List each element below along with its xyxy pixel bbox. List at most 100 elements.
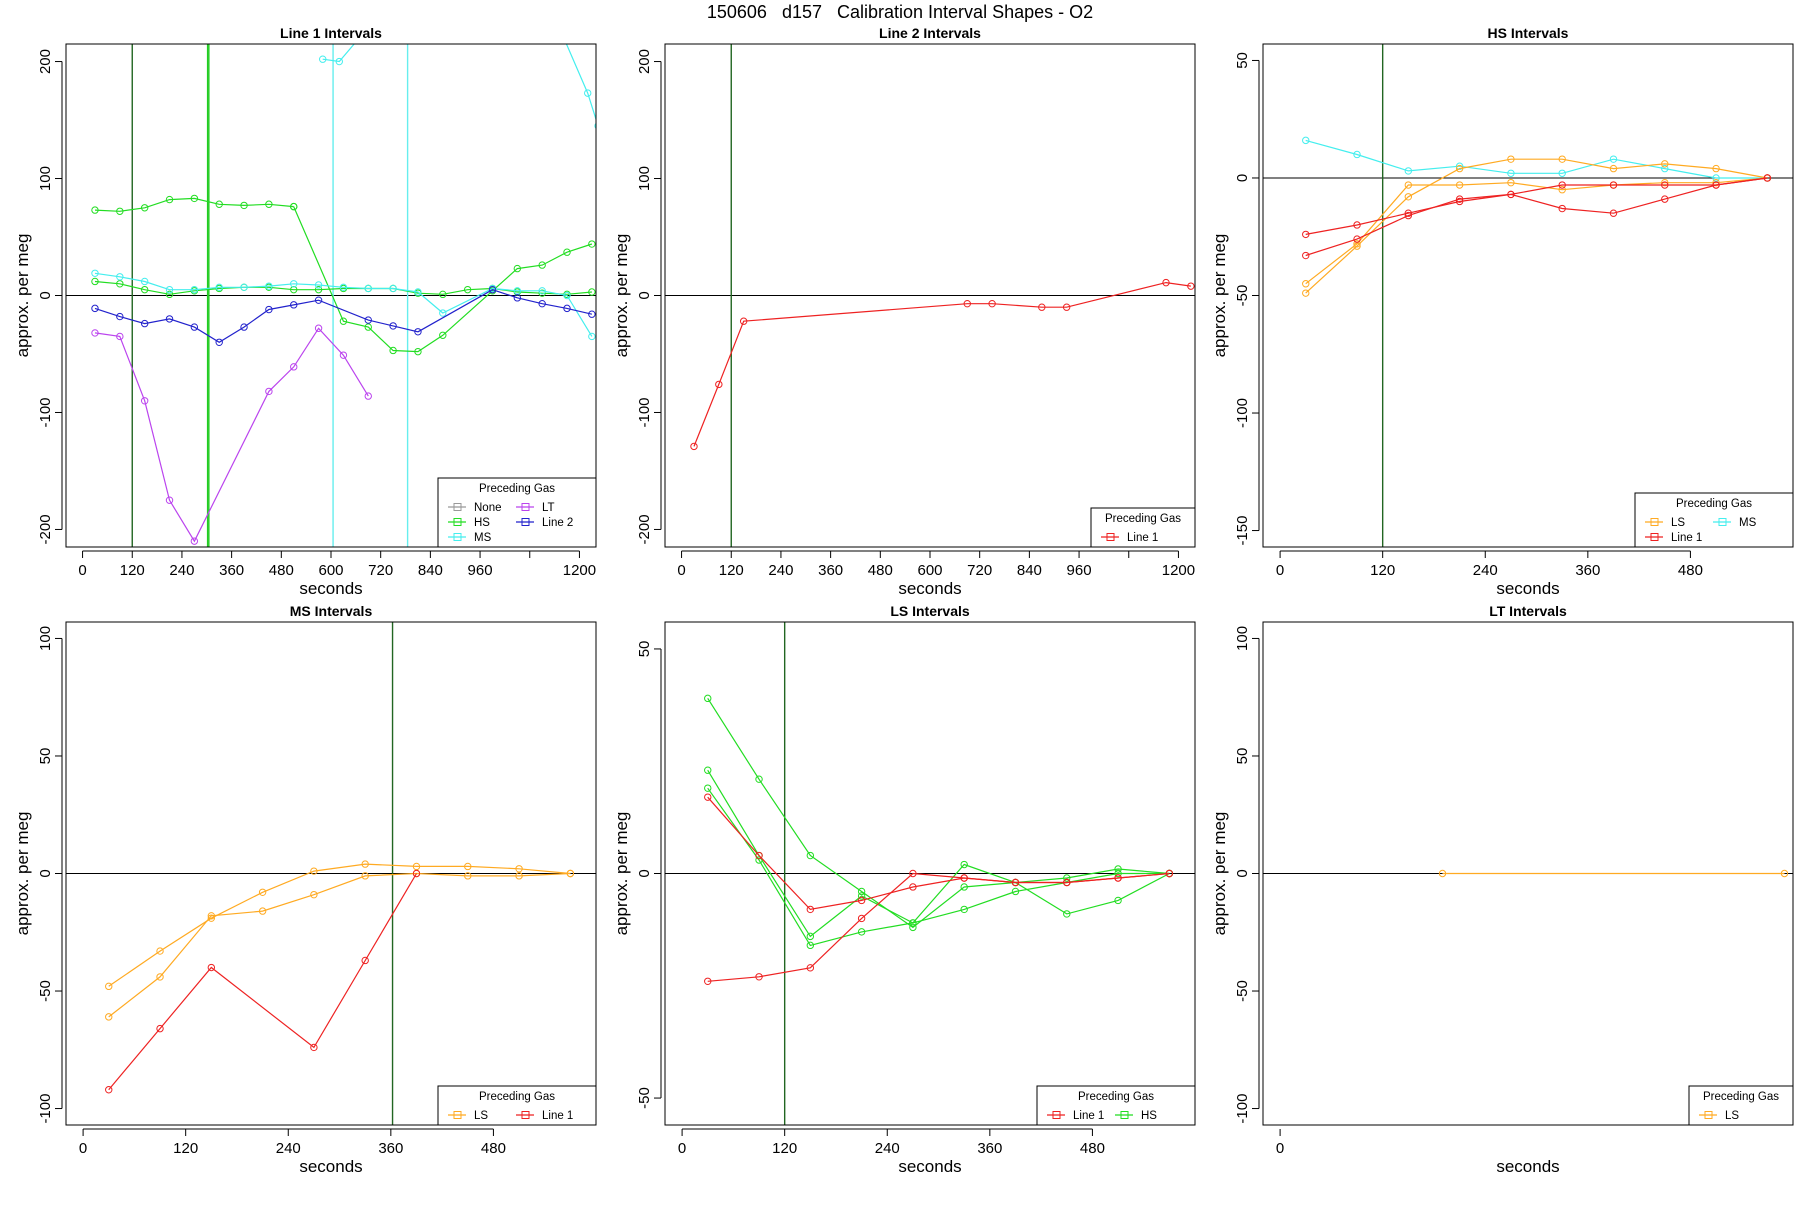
y-tick-label: 50 bbox=[1234, 748, 1251, 765]
data-point bbox=[1404, 167, 1413, 175]
data-point bbox=[116, 332, 124, 341]
series-line bbox=[1305, 177, 1768, 235]
data-point bbox=[704, 784, 712, 792]
series-line bbox=[94, 280, 592, 295]
legend-entry-line-2: Line 2 bbox=[516, 517, 573, 529]
legend-label: Line 1 bbox=[1073, 1110, 1104, 1122]
legend-marker bbox=[1120, 1111, 1129, 1119]
data-point bbox=[1661, 160, 1669, 168]
data-point bbox=[1302, 289, 1310, 297]
data-point bbox=[960, 874, 968, 882]
series-hs bbox=[704, 784, 1174, 950]
x-tick-label: 0 bbox=[1276, 562, 1284, 579]
data-point bbox=[1062, 303, 1071, 311]
data-point bbox=[1011, 878, 1020, 887]
legend: Preceding Gas LS Line 1 bbox=[437, 1085, 597, 1126]
x-tick-label: 720 bbox=[967, 562, 992, 579]
data-point bbox=[140, 277, 149, 286]
y-tick-label: 0 bbox=[1234, 174, 1251, 182]
data-point bbox=[1353, 150, 1361, 159]
panel-ms-intervals: MS Intervals 0 120 240 360 480 seconds -100 -50 0… bbox=[13, 603, 597, 1176]
series-line bbox=[322, 44, 355, 63]
data-point bbox=[314, 296, 323, 304]
data-point bbox=[960, 883, 968, 891]
legend-box bbox=[1036, 1085, 1196, 1126]
series-hs bbox=[91, 194, 298, 215]
data-point bbox=[588, 332, 596, 341]
data-point bbox=[1302, 136, 1310, 145]
y-tick-label: 100 bbox=[636, 166, 653, 191]
data-point bbox=[240, 201, 248, 210]
series-line-2 bbox=[91, 285, 596, 346]
data-point bbox=[857, 896, 866, 905]
panel-title: Line 2 Intervals bbox=[879, 25, 981, 41]
series-line bbox=[707, 769, 1170, 938]
y-axis-label: approx. per meg bbox=[612, 812, 631, 936]
y-tick-label: -50 bbox=[37, 980, 54, 1002]
data-point bbox=[1507, 155, 1515, 163]
x-tick-label: 0 bbox=[678, 1140, 686, 1157]
x-tick-label: 240 bbox=[1473, 562, 1498, 579]
series-line bbox=[693, 281, 1191, 447]
data-point bbox=[1063, 910, 1071, 918]
data-point bbox=[463, 285, 472, 294]
data-point bbox=[165, 285, 174, 294]
panel-lt-intervals: LT Intervals 0 seconds -100 -50 0 50 100 approx.… bbox=[1210, 603, 1794, 1176]
data-point bbox=[857, 914, 866, 923]
legend-box bbox=[437, 1085, 597, 1126]
legend-entry-line-1: Line 1 bbox=[1047, 1110, 1104, 1122]
data-point bbox=[515, 865, 523, 873]
data-point bbox=[156, 973, 164, 981]
x-tick-label: 960 bbox=[1067, 562, 1092, 579]
y-tick-label: 100 bbox=[37, 166, 54, 191]
legend-label: None bbox=[474, 502, 502, 514]
data-point bbox=[190, 537, 199, 545]
y-axis-label: approx. per meg bbox=[1210, 812, 1229, 936]
series-ls bbox=[105, 869, 575, 1021]
data-point bbox=[310, 1043, 318, 1052]
data-point bbox=[1404, 209, 1413, 217]
panel-title: LT Intervals bbox=[1489, 603, 1567, 619]
y-tick-label: -100 bbox=[1234, 1094, 1251, 1124]
series-ms bbox=[319, 29, 392, 66]
data-point bbox=[207, 912, 216, 920]
data-point bbox=[314, 285, 323, 294]
data-point bbox=[190, 194, 199, 203]
data-point bbox=[116, 273, 124, 281]
y-tick-label: -200 bbox=[636, 514, 653, 544]
legend-marker bbox=[453, 503, 462, 511]
data-point bbox=[414, 347, 422, 356]
data-point bbox=[265, 200, 273, 208]
data-point bbox=[1661, 164, 1669, 173]
legend-entry-hs: HS bbox=[1115, 1110, 1157, 1122]
plot-area bbox=[665, 622, 1195, 1125]
data-point bbox=[1165, 869, 1174, 878]
data-point bbox=[513, 264, 522, 273]
data-point bbox=[207, 914, 216, 922]
y-tick-label: -200 bbox=[37, 514, 54, 544]
series-line bbox=[108, 872, 571, 1018]
data-point bbox=[386, 29, 392, 35]
data-point bbox=[265, 305, 273, 314]
data-point bbox=[755, 851, 763, 860]
x-tick-label: 120 bbox=[120, 562, 145, 579]
data-point bbox=[690, 442, 698, 451]
data-point bbox=[513, 294, 522, 302]
plot-area bbox=[66, 29, 596, 547]
data-point bbox=[364, 316, 372, 324]
legend-entry-ls: LS bbox=[1699, 1110, 1739, 1122]
data-point bbox=[361, 956, 369, 965]
legend-label: LS bbox=[1725, 1110, 1739, 1122]
panel-line-2-intervals: Line 2 Intervals 0 120 240 360 480 600 720 840 96… bbox=[612, 25, 1196, 598]
data-point bbox=[190, 285, 199, 294]
x-tick-label: 720 bbox=[368, 562, 393, 579]
x-tick-label: 840 bbox=[1017, 562, 1042, 579]
x-tick-label: 240 bbox=[768, 562, 793, 579]
x-axis-label: seconds bbox=[1496, 1157, 1559, 1176]
data-point bbox=[704, 694, 712, 703]
x-tick-label: 480 bbox=[1678, 562, 1703, 579]
x-tick-label: 120 bbox=[772, 1140, 797, 1157]
y-tick-label: -50 bbox=[1234, 980, 1251, 1002]
data-point bbox=[91, 329, 99, 337]
data-point bbox=[290, 301, 298, 309]
